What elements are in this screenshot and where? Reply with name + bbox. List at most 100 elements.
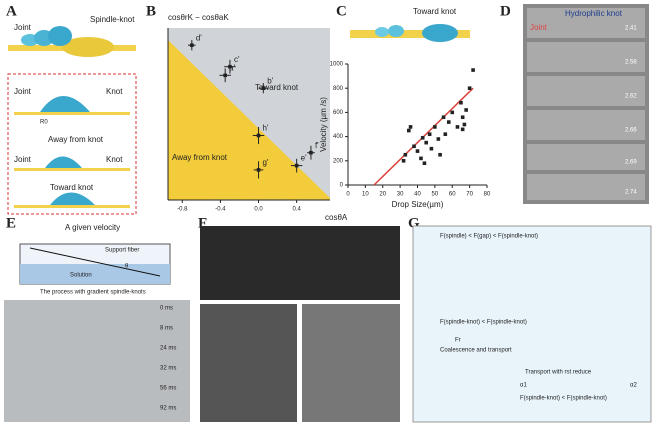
y-tick-label: 0 (340, 183, 344, 189)
point (461, 128, 465, 132)
label: Away from knot (172, 153, 228, 162)
label: Coalescence and transport (440, 348, 512, 354)
shape (14, 112, 130, 115)
shape (200, 304, 297, 422)
label: Joint (14, 155, 32, 164)
point (309, 151, 313, 155)
point (450, 111, 454, 115)
shape (527, 174, 645, 200)
point (463, 123, 467, 127)
figure: A Spindle-knot Joint Joint Knot R0 Away f… (0, 0, 653, 426)
shape (422, 24, 458, 42)
x-tick-label: 30 (397, 192, 404, 198)
shape (527, 144, 645, 170)
point (402, 159, 406, 163)
shape (40, 96, 90, 112)
label: α2 (630, 383, 637, 389)
point-label: e' (301, 154, 307, 163)
y-tick-label: 400 (333, 134, 344, 140)
point (257, 134, 261, 138)
y-axis-label: Velocity (µm /s) (319, 97, 328, 152)
point (438, 153, 442, 157)
point (257, 168, 261, 172)
label: Fr (455, 338, 461, 344)
x-tick-label: 50 (432, 192, 439, 198)
x-tick-label: 20 (379, 192, 386, 198)
x-tick-label: 0 (346, 192, 350, 198)
point (461, 115, 465, 119)
y-tick-label: 200 (333, 158, 344, 164)
shape (48, 26, 72, 46)
label: 2.66 (625, 128, 637, 134)
x-tick-label: 70 (466, 192, 473, 198)
point-label: g' (263, 158, 269, 167)
label: Knot (106, 155, 123, 164)
point-label: h' (263, 124, 269, 133)
label: 24 ms (160, 346, 176, 352)
point (430, 147, 434, 151)
label: Hydrophilic knot (565, 9, 623, 18)
point (190, 43, 194, 47)
x-tick-label: -0.8 (177, 207, 188, 213)
label: Support fiber (105, 248, 139, 254)
shape (45, 157, 82, 169)
point (456, 125, 460, 129)
point (428, 132, 432, 136)
point (223, 74, 227, 78)
label: B (146, 3, 156, 19)
x-tick-label: 40 (414, 192, 421, 198)
y-axis-label: cosθrK − cosθaK (168, 13, 229, 22)
label: 92 ms (160, 406, 176, 412)
y-tick-label: 800 (333, 86, 344, 92)
point (437, 137, 441, 141)
label: 2.62 (625, 94, 637, 100)
x-tick-label: 60 (449, 192, 456, 198)
label: 8 ms (160, 326, 173, 332)
shape (388, 25, 404, 37)
point (412, 144, 416, 148)
shape (527, 76, 645, 106)
point (471, 68, 475, 72)
x-tick-label: 0.0 (254, 207, 263, 213)
label: Spindle-knot (90, 15, 135, 24)
point-label: d' (196, 33, 202, 42)
x-tick-label: 10 (362, 192, 369, 198)
label: F(spindle) < F(gap) < F(spindle-knot) (440, 234, 538, 240)
point (407, 129, 411, 133)
shape (527, 110, 645, 140)
point (433, 125, 437, 129)
label: Transport with rst reduce (525, 370, 592, 376)
y-tick-label: 600 (333, 110, 344, 116)
x-tick-label: -0.4 (215, 207, 226, 213)
x-axis-label: Drop Size(µm) (392, 200, 444, 209)
shape (14, 168, 130, 171)
point (416, 149, 420, 153)
shape (20, 264, 170, 284)
label: Toward knot (50, 183, 94, 192)
point (464, 108, 468, 112)
point (442, 115, 446, 119)
label: Toward knot (413, 7, 457, 16)
label: E (6, 215, 16, 231)
shape (200, 226, 400, 300)
shape (4, 300, 190, 422)
shape (302, 304, 400, 422)
label: Away from knot (48, 135, 104, 144)
shape (50, 193, 95, 206)
label: A (6, 3, 17, 19)
point (424, 141, 428, 145)
label: C (336, 3, 347, 19)
label: 2.58 (625, 60, 637, 66)
point-label: b' (267, 76, 273, 85)
label: F(spindle-knot) < F(spindle-knot) (520, 396, 607, 402)
point (295, 164, 299, 168)
label: Joint (14, 87, 32, 96)
label: R0 (40, 120, 48, 126)
shape (375, 27, 389, 37)
point (444, 132, 448, 136)
label: 2.74 (625, 190, 637, 196)
point (459, 101, 463, 105)
label: A given velocity (65, 223, 120, 232)
label: 0 ms (160, 306, 173, 312)
point-label: a' (229, 63, 235, 72)
